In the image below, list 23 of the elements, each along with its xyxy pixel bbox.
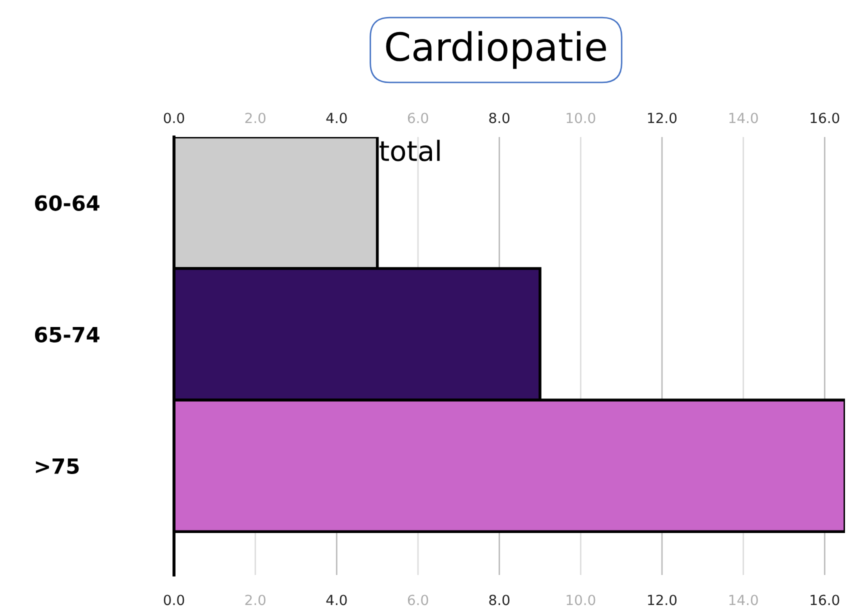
x-tick-label: 0.0: [164, 112, 184, 124]
chart-title: Cardiopatie: [386, 31, 606, 69]
x2-tick-label: 8.0: [489, 594, 510, 606]
x2-tick-label: 14.0: [729, 594, 758, 606]
x2-tick-label: 2.0: [245, 594, 266, 606]
x-tick-label: 2.0: [245, 112, 266, 124]
y-tick-label: >75: [36, 458, 79, 474]
x-tick-label: 14.0: [729, 112, 758, 124]
x-tick-label: 4.0: [326, 112, 347, 124]
x-tick-label: 16.0: [810, 112, 840, 124]
annotation: total: [379, 140, 440, 162]
x-tick-label: 8.0: [489, 112, 510, 124]
y-tick-label: 60-64: [35, 195, 100, 211]
x2-tick-label: 6.0: [408, 594, 428, 606]
x2-tick-label: 4.0: [326, 594, 347, 606]
x2-tick-label: 12.0: [648, 594, 677, 606]
x-tick-label: 6.0: [408, 112, 428, 124]
x-tick-label: 12.0: [648, 112, 677, 124]
x2-tick-label: 10.0: [566, 594, 596, 606]
x2-tick-label: 0.0: [164, 594, 184, 606]
x2-tick-label: 16.0: [810, 594, 840, 606]
x-tick-label: 10.0: [566, 112, 596, 124]
y-tick-label: 65-74: [35, 326, 100, 343]
